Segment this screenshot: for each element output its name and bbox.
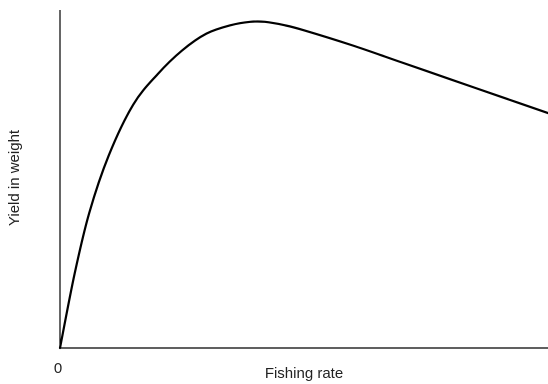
yield-curve (58, 20, 548, 350)
x-tick-label-0: 0 (54, 360, 62, 377)
x-axis-label: Fishing rate (265, 365, 343, 382)
y-axis-label: Yield in weight (6, 129, 23, 226)
